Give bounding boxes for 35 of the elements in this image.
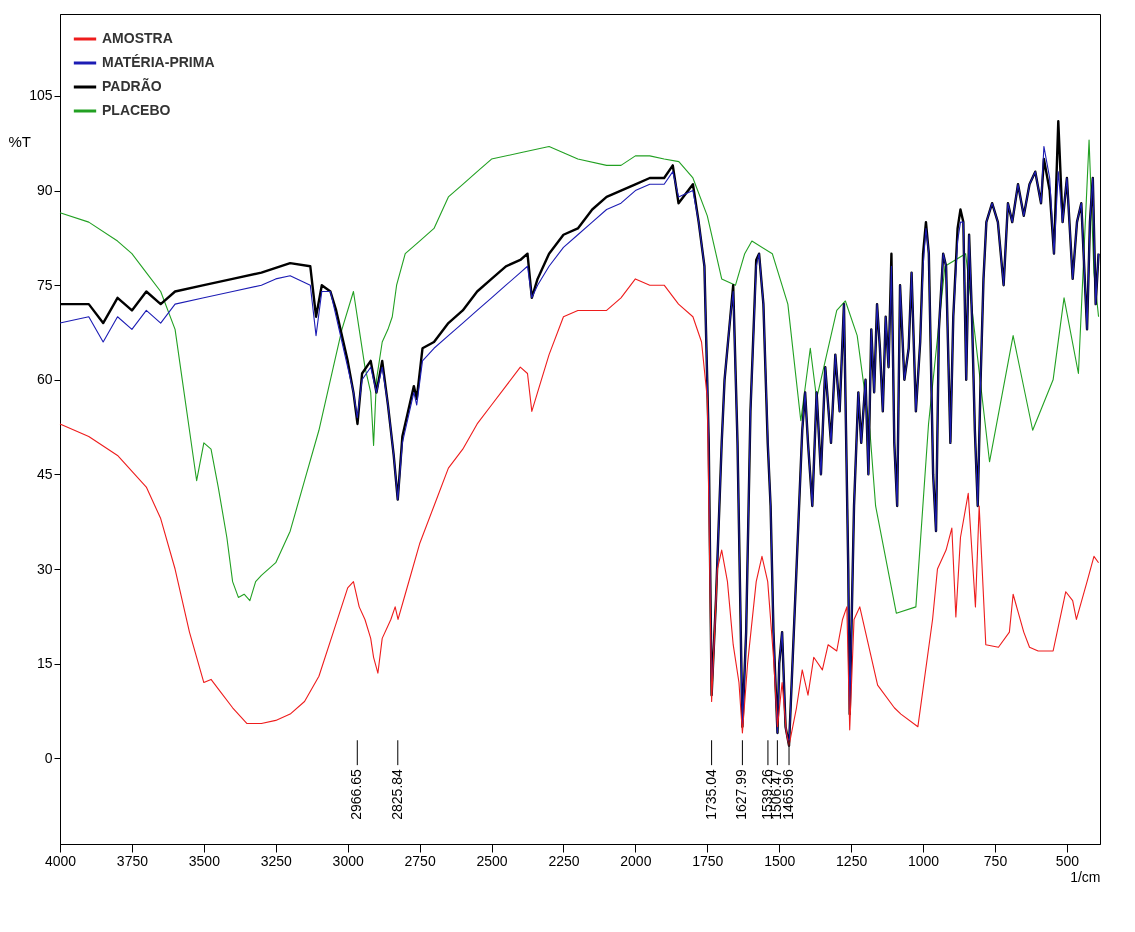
line-series <box>59 139 1100 614</box>
legend-label: AMOSTRA <box>102 30 173 46</box>
x-tick-label: 3750 <box>116 852 149 869</box>
y-tick-label: 75 <box>36 276 53 293</box>
x-tick-label: 1750 <box>692 852 724 869</box>
y-tick-label: 15 <box>36 655 53 672</box>
y-tick-label: 60 <box>36 371 53 388</box>
legend-label: PADRÃO <box>102 77 162 94</box>
x-tick-label: 4000 <box>44 852 77 869</box>
y-tick-label: 30 <box>36 560 53 577</box>
annotation: 2825.84 <box>388 768 405 820</box>
x-tick-label: 1500 <box>764 852 796 869</box>
y-tick-label: 105 <box>29 87 53 104</box>
x-tick-label: 3000 <box>332 852 364 869</box>
legend-label: PLACEBO <box>102 102 171 118</box>
annotation: 1627.99 <box>733 768 750 820</box>
x-tick-label: 3250 <box>260 852 293 869</box>
x-tick-label: 2500 <box>476 852 508 869</box>
y-tick-label: 0 <box>44 749 53 766</box>
x-tick-label: 750 <box>983 852 1008 869</box>
y-axis-title: %T <box>8 132 31 150</box>
annotation: 1735.04 <box>702 768 719 820</box>
x-axis-title: 1/cm <box>1070 868 1101 885</box>
annotation: 2966.65 <box>348 768 365 820</box>
x-tick-label: 1250 <box>836 852 868 869</box>
annotation: 1465.96 <box>780 768 797 820</box>
y-tick-label: 45 <box>36 465 53 482</box>
x-tick-label: 2000 <box>620 852 652 869</box>
x-tick-label: 1000 <box>907 852 940 869</box>
x-tick-label: 3500 <box>188 852 221 869</box>
legend-label: MATÉRIA-PRIMA <box>102 54 215 70</box>
x-tick-label: 500 <box>1055 852 1080 869</box>
x-tick-label: 2250 <box>548 852 580 869</box>
x-tick-label: 2750 <box>404 852 436 869</box>
y-tick-label: 90 <box>36 182 53 199</box>
